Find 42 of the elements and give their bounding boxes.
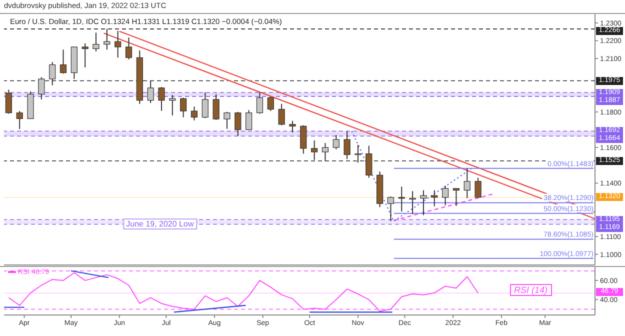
candlestick (354, 144, 362, 164)
candlestick (147, 80, 154, 104)
candlestick (224, 111, 230, 130)
candlestick (332, 134, 340, 150)
annotation: June 19, 2020 Low (123, 218, 197, 230)
candlestick (474, 177, 482, 198)
candlestick (49, 62, 56, 86)
candlestick (464, 168, 470, 199)
candlestick (60, 49, 67, 74)
candlestick (289, 120, 296, 133)
candlestick (344, 130, 350, 160)
candlestick (452, 188, 460, 206)
candlestick (300, 124, 307, 154)
candlestick (267, 96, 274, 112)
candlestick (409, 190, 416, 215)
candlestick (256, 92, 264, 114)
annotation: RSI (14) (510, 284, 552, 296)
candlestick (431, 190, 438, 207)
candlestick (278, 103, 285, 126)
candlestick (158, 86, 165, 112)
candlestick (180, 97, 187, 118)
candlestick (82, 42, 88, 68)
candlestick (234, 111, 242, 137)
candlestick (366, 145, 372, 178)
candlestick (246, 110, 252, 130)
candlestick (212, 94, 220, 120)
candlestick (442, 185, 449, 206)
candlestick (398, 186, 405, 212)
candlestick (190, 106, 198, 121)
candlestick (104, 28, 110, 50)
candlestick (202, 92, 208, 119)
candlestick (311, 140, 318, 160)
candlestick (322, 142, 329, 162)
candlestick (5, 89, 12, 114)
candlestick (114, 30, 122, 58)
candlestick (125, 37, 132, 60)
candlestick (16, 110, 23, 130)
candlestick (38, 76, 45, 100)
candlestick (420, 190, 427, 216)
candlestick (387, 196, 394, 222)
candlestick (169, 94, 176, 116)
candlestick (92, 32, 100, 52)
